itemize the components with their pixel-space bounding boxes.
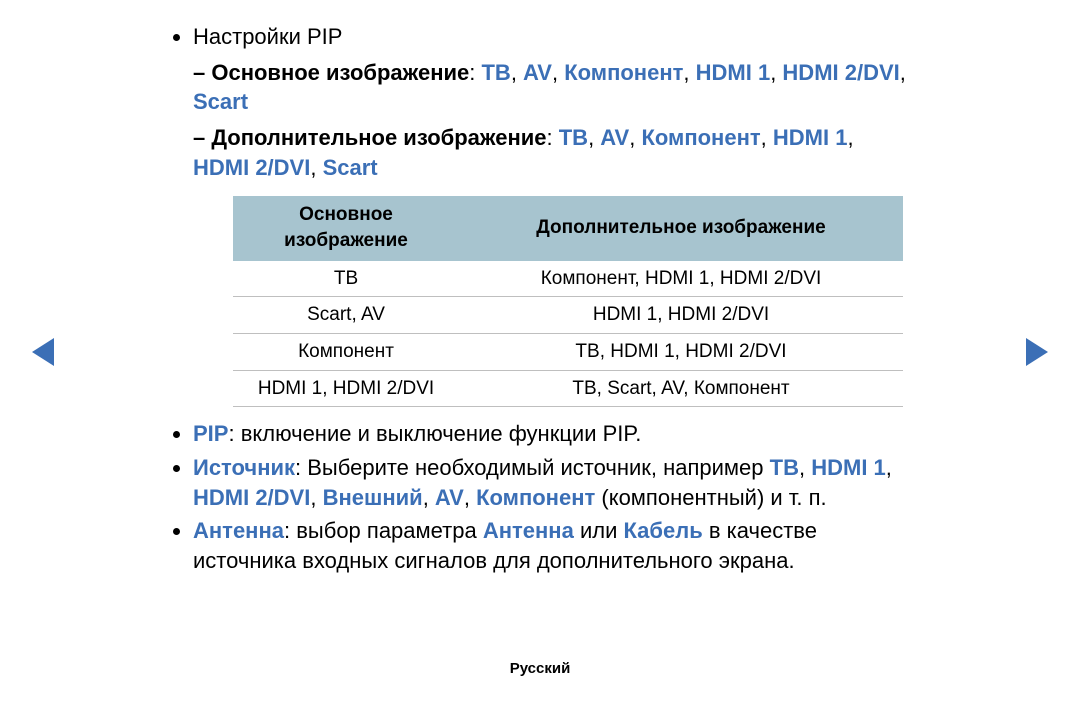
bullet-source: Источник: Выберите необходимый источник,… xyxy=(193,453,915,512)
bullet-pip-settings: Настройки PIP – Основное изображение: ТВ… xyxy=(193,22,915,407)
sub1-colon: : xyxy=(469,60,481,85)
sub2-opt-5: Scart xyxy=(323,155,378,180)
table-header-main: Основное изображение xyxy=(233,196,459,260)
sub2-opt-0: ТВ xyxy=(559,125,588,150)
next-page-arrow[interactable] xyxy=(1026,338,1048,366)
opt-cable: Кабель xyxy=(623,518,702,543)
sub2-opt-1: AV xyxy=(600,125,629,150)
src-opt-3: Внешний xyxy=(323,485,423,510)
table-cell: HDMI 1, HDMI 2/DVI xyxy=(233,370,459,407)
table-cell: ТВ, HDMI 1, HDMI 2/DVI xyxy=(459,334,903,371)
sep: , xyxy=(464,485,476,510)
sub2-opt-4: HDMI 2/DVI xyxy=(193,155,310,180)
sub-additional-image: – Дополнительное изображение: ТВ, AV, Ко… xyxy=(193,123,915,182)
src-opt-5: Компонент xyxy=(476,485,595,510)
language-footer: Русский xyxy=(0,660,1080,677)
sub1-opt-5: Scart xyxy=(193,89,248,114)
sub2-opt-3: HDMI 1 xyxy=(773,125,848,150)
sub2-label: Дополнительное изображение xyxy=(211,125,546,150)
table-cell: HDMI 1, HDMI 2/DVI xyxy=(459,297,903,334)
pip-settings-title: Настройки PIP xyxy=(193,24,342,49)
table-cell: Scart, AV xyxy=(233,297,459,334)
table-row: Scart, AV HDMI 1, HDMI 2/DVI xyxy=(233,297,903,334)
sep: , xyxy=(799,455,811,480)
table-cell: Компонент xyxy=(233,334,459,371)
bullet-pip-onoff: PIP: включение и выключение функции PIP. xyxy=(193,419,915,449)
table-row: Компонент ТВ, HDMI 1, HDMI 2/DVI xyxy=(233,334,903,371)
sep: , xyxy=(629,125,641,150)
sub1-opt-1: AV xyxy=(523,60,552,85)
sep: , xyxy=(423,485,435,510)
prev-page-arrow[interactable] xyxy=(32,338,54,366)
mid-antenna: или xyxy=(574,518,624,543)
src-opt-4: AV xyxy=(435,485,464,510)
sep: , xyxy=(588,125,600,150)
sub-main-image: – Основное изображение: ТВ, AV, Компонен… xyxy=(193,58,915,117)
rest-pip: : включение и выключение функции PIP. xyxy=(228,421,641,446)
table-row: HDMI 1, HDMI 2/DVI ТВ, Scart, AV, Компон… xyxy=(233,370,903,407)
sep: , xyxy=(761,125,773,150)
page-content: Настройки PIP – Основное изображение: ТВ… xyxy=(165,22,915,580)
sep: , xyxy=(770,60,782,85)
table-cell: ТВ, Scart, AV, Компонент xyxy=(459,370,903,407)
sub1-opt-2: Компонент xyxy=(564,60,683,85)
sub1-opt-0: ТВ xyxy=(481,60,510,85)
table-cell: Компонент, HDMI 1, HDMI 2/DVI xyxy=(459,260,903,297)
sub2-prefix: – xyxy=(193,125,211,150)
term-pip: PIP xyxy=(193,421,228,446)
sub2-opt-2: Компонент xyxy=(641,125,760,150)
src-opt-0: ТВ xyxy=(770,455,799,480)
term-source: Источник xyxy=(193,455,295,480)
sub1-prefix: – xyxy=(193,60,211,85)
sub1-label: Основное изображение xyxy=(211,60,469,85)
pip-compat-table: Основное изображение Дополнительное изоб… xyxy=(233,196,903,407)
sep: , xyxy=(310,485,322,510)
term-antenna: Антенна xyxy=(193,518,284,543)
table-header-additional: Дополнительное изображение xyxy=(459,196,903,260)
sep: , xyxy=(900,60,906,85)
after-source: : Выберите необходимый источник, наприме… xyxy=(295,455,770,480)
table-row: ТВ Компонент, HDMI 1, HDMI 2/DVI xyxy=(233,260,903,297)
bullet-antenna: Антенна: выбор параметра Антенна или Каб… xyxy=(193,516,915,575)
sub1-opt-3: HDMI 1 xyxy=(696,60,771,85)
tail-source: (компонентный) и т. п. xyxy=(595,485,826,510)
opt-antenna: Антенна xyxy=(483,518,574,543)
table-cell: ТВ xyxy=(233,260,459,297)
sep: , xyxy=(511,60,523,85)
sub1-opt-4: HDMI 2/DVI xyxy=(782,60,899,85)
sep: , xyxy=(886,455,892,480)
sep: , xyxy=(847,125,853,150)
after-antenna: : выбор параметра xyxy=(284,518,483,543)
sep: , xyxy=(310,155,322,180)
sub2-colon: : xyxy=(547,125,559,150)
src-opt-1: HDMI 1 xyxy=(811,455,886,480)
sep: , xyxy=(683,60,695,85)
sep: , xyxy=(552,60,564,85)
src-opt-2: HDMI 2/DVI xyxy=(193,485,310,510)
